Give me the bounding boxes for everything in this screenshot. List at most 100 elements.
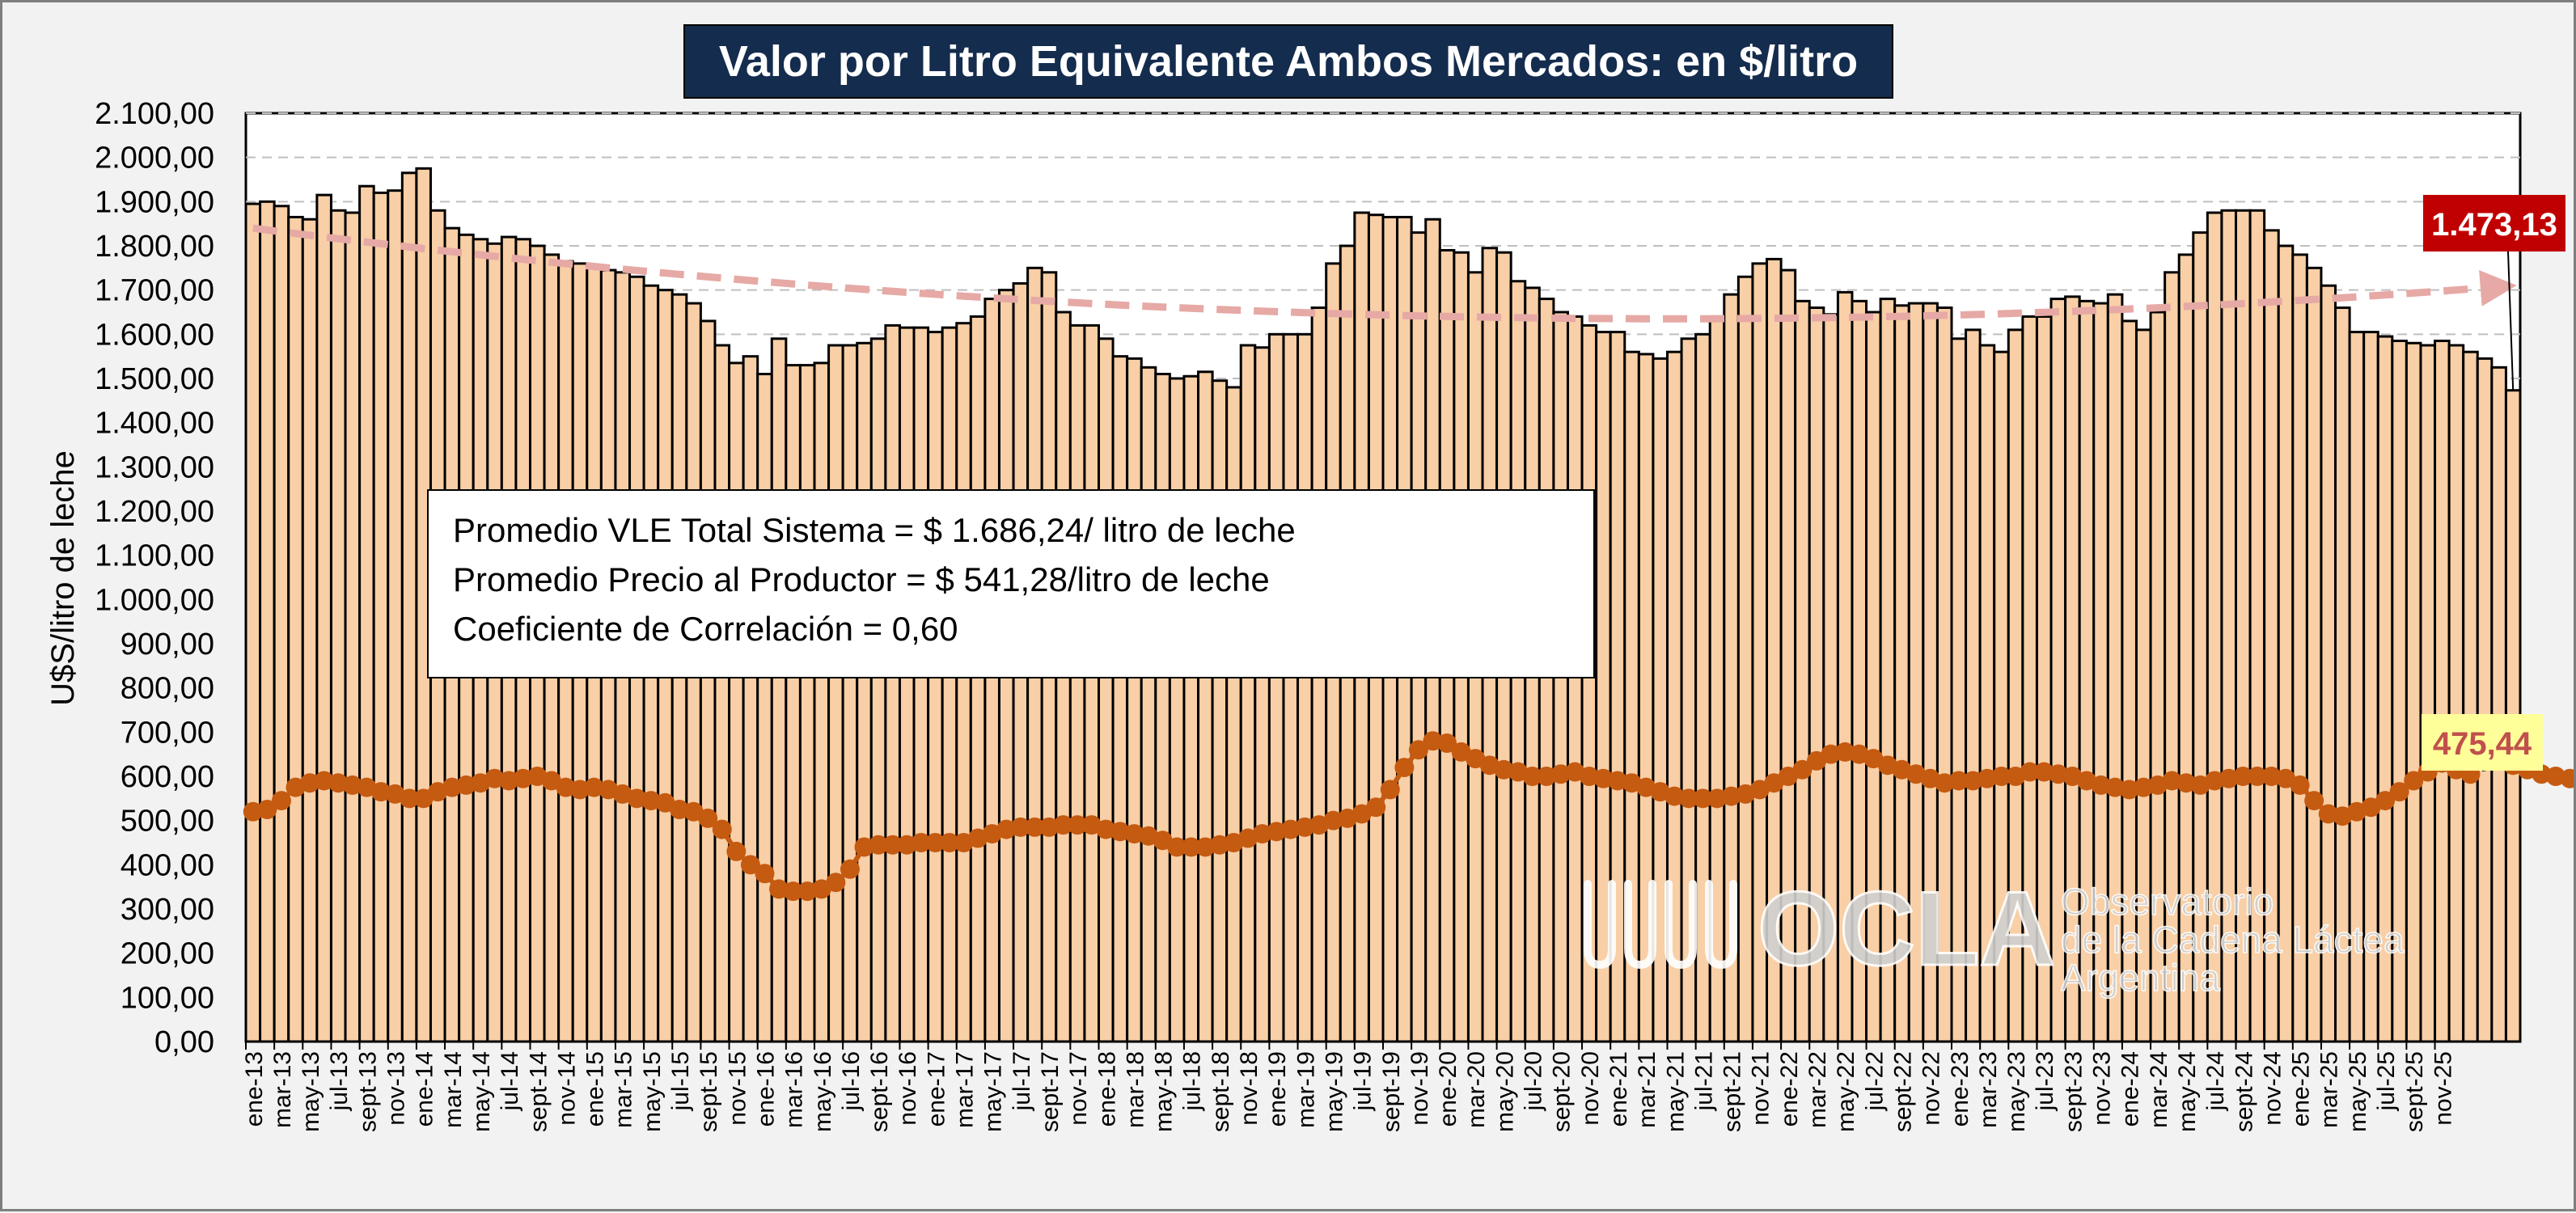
bar <box>2462 350 2479 1043</box>
y-tick-label: 1.000,00 <box>95 583 214 617</box>
x-tick-label: ene-25 <box>2288 1051 2315 1126</box>
line-point <box>755 864 775 884</box>
x-tick-label: jul-17 <box>1009 1051 1035 1111</box>
y-tick-label: 1.900,00 <box>95 185 214 219</box>
x-tick-label: mar-19 <box>1292 1051 1319 1128</box>
bar <box>259 200 276 1043</box>
line-point <box>1110 822 1130 842</box>
logo-tagline-2: de la Cadena Láctea <box>2061 919 2405 961</box>
bar <box>301 218 319 1043</box>
x-tick-label: sept-23 <box>2060 1051 2087 1132</box>
line-point <box>513 768 533 788</box>
x-tick-label: may-15 <box>639 1051 666 1132</box>
line-point <box>584 777 604 797</box>
line-point <box>1579 767 1599 786</box>
x-tick-label: ene-16 <box>753 1051 780 1126</box>
x-tick-label: may-25 <box>2345 1051 2371 1132</box>
line-point <box>670 800 690 819</box>
line-point <box>698 808 718 828</box>
line-point <box>2162 771 2182 791</box>
bar <box>1267 332 1285 1043</box>
x-tick-label: may-19 <box>1322 1051 1348 1132</box>
x-tick-label: jul-21 <box>1690 1051 1717 1111</box>
bar <box>2490 366 2507 1043</box>
line-point <box>2020 762 2040 782</box>
x-tick-label: mar-20 <box>1463 1051 1490 1128</box>
line-point <box>1323 810 1343 831</box>
x-tick-label: sept-20 <box>1549 1051 1576 1132</box>
leader-line-bar <box>2507 251 2515 391</box>
line-point <box>2389 782 2409 802</box>
y-tick-label: 800,00 <box>121 672 214 706</box>
x-tick-label: jul-19 <box>1350 1051 1377 1111</box>
x-tick-label: jul-22 <box>1861 1051 1888 1111</box>
bar <box>1254 346 1271 1043</box>
y-tick-label: 500,00 <box>121 805 214 839</box>
line-point <box>1209 835 1229 855</box>
line-point <box>456 775 476 795</box>
bar <box>1211 379 1229 1043</box>
line-point <box>1821 744 1841 764</box>
line-point <box>1181 837 1201 857</box>
y-tick-label: 1.100,00 <box>95 539 214 573</box>
y-tick-label: 1.600,00 <box>95 318 214 352</box>
line-point <box>726 841 747 861</box>
bar <box>756 373 773 1043</box>
x-tick-label: nov-23 <box>2089 1051 2116 1126</box>
x-tick-label: sept-25 <box>2401 1051 2428 1132</box>
bar <box>1197 370 1214 1043</box>
x-tick-label: mar-24 <box>2146 1051 2172 1128</box>
line-point <box>499 771 519 791</box>
line-point <box>342 775 362 795</box>
line-point <box>1664 786 1685 806</box>
line-point <box>2034 762 2054 782</box>
x-tick-label: nov-21 <box>1748 1051 1774 1126</box>
line-point <box>2290 775 2310 795</box>
line-point <box>2176 773 2196 793</box>
line-point <box>1053 815 1073 835</box>
line-point <box>2119 780 2139 800</box>
x-tick-label: jul-23 <box>2032 1051 2058 1111</box>
bar <box>1282 332 1300 1043</box>
y-tick-label: 2.000,00 <box>95 142 214 175</box>
line-point <box>2205 771 2225 791</box>
y-tick-label: 700,00 <box>121 716 214 750</box>
x-axis-ticks: ene-13 mar-13 may-13 jul-13 sept-13 nov-13 ene… <box>241 1042 2456 1132</box>
ocla-logo: OCLA Observatorio de la Cadena Láctea Ar… <box>1584 869 2405 1000</box>
line-point <box>1963 771 1983 791</box>
line-point <box>370 782 391 802</box>
bar <box>785 364 802 1043</box>
bar <box>1566 315 1584 1043</box>
x-tick-label: mar-15 <box>611 1051 637 1128</box>
x-tick-label: jul-18 <box>1179 1051 1206 1111</box>
line-point <box>484 768 505 788</box>
line-point <box>869 835 889 855</box>
x-tick-label: sept-15 <box>696 1051 722 1132</box>
y-tick-label: 1.200,00 <box>95 495 214 529</box>
y-tick-label: 1.300,00 <box>95 450 214 484</box>
line-point <box>1550 764 1571 784</box>
y-axis-label: U$S/litro de leche <box>45 450 81 706</box>
line-point <box>1394 758 1415 778</box>
bar <box>699 319 717 1043</box>
x-tick-label: sept-21 <box>1719 1051 1746 1132</box>
bar <box>1225 386 1242 1043</box>
x-tick-label: ene-18 <box>1093 1051 1120 1126</box>
bar <box>1154 373 1171 1043</box>
x-tick-label: jul-16 <box>838 1051 865 1111</box>
logo-tagline-1: Observatorio <box>2061 881 2274 923</box>
x-tick-label: sept-19 <box>1378 1051 1405 1132</box>
trend-series <box>252 224 2517 323</box>
x-tick-label: sept-16 <box>866 1051 893 1132</box>
line-point <box>1408 740 1428 760</box>
bar <box>1083 323 1101 1043</box>
x-tick-label: sept-14 <box>525 1051 552 1132</box>
bar <box>344 211 362 1043</box>
bar <box>387 189 404 1043</box>
line-point <box>257 800 277 819</box>
x-tick-label: sept-18 <box>1208 1051 1234 1132</box>
x-tick-label: may-18 <box>1151 1051 1178 1132</box>
bar <box>884 323 901 1043</box>
bar <box>856 341 873 1043</box>
line-point <box>314 771 334 791</box>
